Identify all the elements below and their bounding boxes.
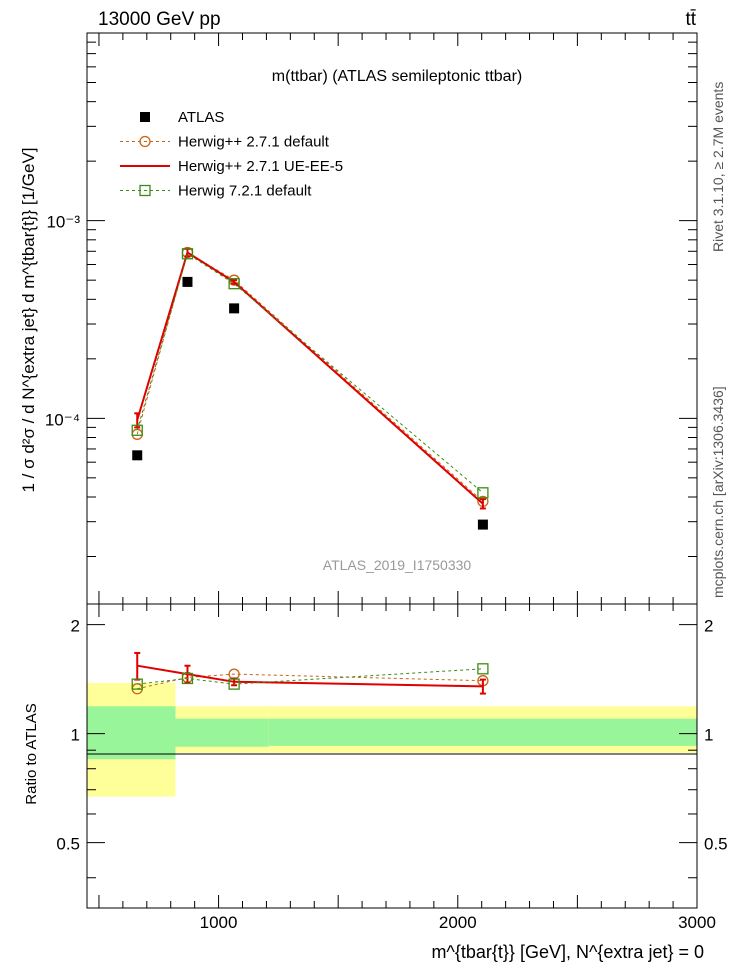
x-tick-label: 2000: [439, 913, 477, 932]
stat-uncertainty-band: [87, 706, 176, 760]
ratio-series-2: [131, 663, 489, 690]
rivet-label: Rivet 3.1.10, ≥ 2.7M events: [710, 82, 726, 252]
main-data-point: [182, 276, 193, 287]
main-y-axis-label: 1 / σ d²σ / d N^{extra jet} d m^{tbar{t}…: [19, 147, 38, 492]
y-tick-label: 10⁻⁴: [45, 410, 80, 429]
legend-marker: [139, 184, 151, 197]
legend-marker: [140, 112, 150, 122]
y-tick-label-right: 0.5: [704, 835, 728, 854]
main-data-point: [477, 487, 489, 499]
ratio-series-1: [134, 651, 486, 695]
main-axis-ticks: 10⁻⁴ 10⁻³: [45, 33, 698, 604]
legend-marker: [139, 135, 151, 148]
main-data-point: [229, 303, 240, 314]
main-series-0: [132, 276, 488, 530]
ratio-frame: [86, 603, 698, 909]
main-series-line: [136, 251, 484, 502]
main-data-point: [477, 519, 488, 530]
main-data-point: [132, 450, 143, 461]
main-data-point: [131, 424, 143, 436]
main-panel: 10⁻⁴ 10⁻³ m(ttbar) (ATLAS semileptonic tt…: [19, 32, 698, 605]
x-tick-label: 1000: [200, 913, 238, 932]
ratio-data-point: [228, 678, 240, 690]
y-tick-label-right: 2: [704, 617, 713, 636]
ratio-y-axis-label: Ratio to ATLAS: [23, 703, 40, 804]
x-axis-label: m^{tbar{t}} [GeV], N^{extra jet} = 0: [431, 942, 704, 962]
main-data-point: [131, 428, 143, 440]
ratio-data-point: [181, 672, 194, 685]
y-tick-label: 2: [71, 617, 80, 636]
legend-label: Herwig 7.2.1 default: [178, 183, 312, 200]
ratio-data-point: [477, 663, 489, 675]
mcplots-label: mcplots.cern.ch [arXiv:1306.3436]: [710, 386, 726, 598]
y-tick-label: 0.5: [56, 835, 80, 854]
uncertainty-bands: [87, 682, 697, 797]
ratio-data-point: [131, 678, 143, 690]
energy-label: 13000 GeV pp: [98, 9, 221, 30]
main-data-point: [181, 248, 194, 260]
x-tick-label: 3000: [678, 913, 716, 932]
y-tick-label: 10⁻³: [46, 213, 80, 232]
legend-label: Herwig++ 2.7.1 default: [178, 134, 330, 151]
process-label: tt̄: [685, 9, 696, 30]
stat-uncertainty-band: [175, 718, 269, 747]
y-tick-label-right: 1: [704, 726, 713, 745]
main-series-line: [136, 253, 484, 494]
ratio-axis-ticks: 1000 2000 3000 0.5 0.5 1 1 2 2: [56, 604, 728, 932]
main-data-point: [228, 278, 240, 290]
main-series-2: [134, 247, 486, 510]
ratio-series-line: [137, 668, 483, 685]
legend-label: Herwig++ 2.7.1 UE-EE-5: [178, 158, 343, 175]
stat-uncertainty-band: [268, 718, 697, 746]
legend-label: ATLAS: [178, 109, 224, 126]
main-series-3: [131, 248, 489, 499]
legend: ATLAS Herwig++ 2.7.1 default Herwig++ 2.7.…: [120, 109, 343, 200]
ratio-panel: 1000 2000 3000 0.5 0.5 1 1 2 2 Ratio to ATLAS m^…: [23, 603, 728, 962]
ratio-series-line: [137, 664, 483, 688]
watermark: ATLAS_2019_I1750330: [323, 557, 472, 573]
ratio-series-line: [137, 673, 483, 690]
main-title: m(ttbar) (ATLAS semileptonic ttbar): [272, 68, 522, 85]
main-series-line: [136, 250, 484, 505]
y-tick-label: 1: [71, 726, 80, 745]
